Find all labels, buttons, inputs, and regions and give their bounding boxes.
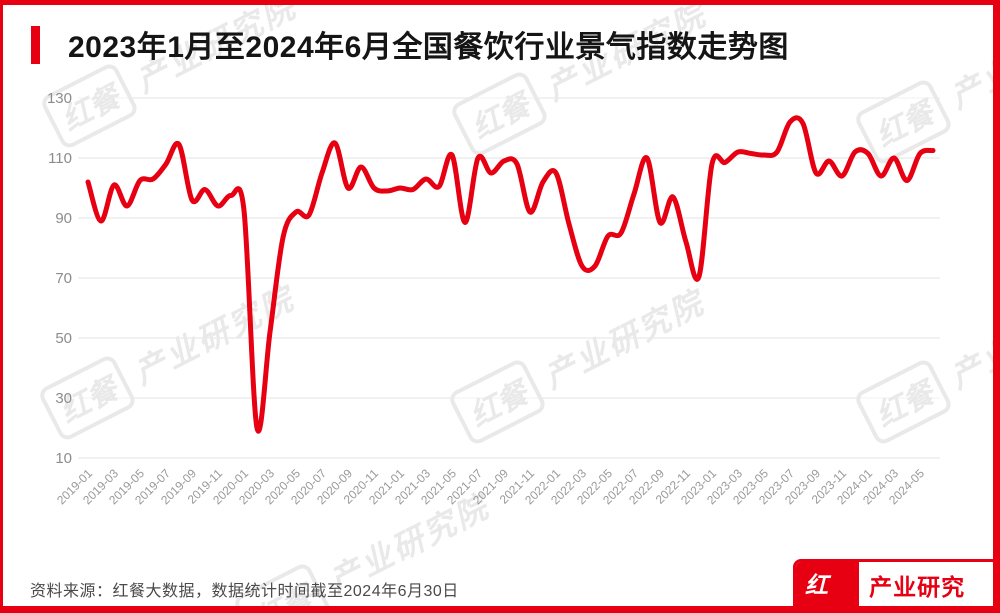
page-title: 2023年1月至2024年6月全国餐饮行业景气指数走势图 bbox=[68, 31, 789, 64]
y-tick-label: 130 bbox=[47, 90, 72, 107]
title-accent-bar bbox=[31, 26, 40, 64]
y-tick-label: 110 bbox=[48, 150, 72, 167]
y-tick-label: 30 bbox=[55, 390, 72, 407]
frame-border-right bbox=[993, 0, 1000, 613]
y-tick-label: 50 bbox=[55, 330, 72, 347]
frame-border-bottom bbox=[0, 606, 1000, 613]
index-line bbox=[85, 115, 936, 434]
y-tick-label: 10 bbox=[55, 450, 72, 467]
y-tick-label: 90 bbox=[55, 210, 72, 227]
brand-logo: 红餐 产业研究院 bbox=[793, 559, 1000, 613]
y-tick-label: 70 bbox=[55, 270, 72, 287]
frame-border-left bbox=[0, 0, 3, 613]
data-source-note: 资料来源：红餐大数据，数据统计时间截至2024年6月30日 bbox=[30, 583, 459, 600]
frame-border-top bbox=[0, 0, 1000, 5]
